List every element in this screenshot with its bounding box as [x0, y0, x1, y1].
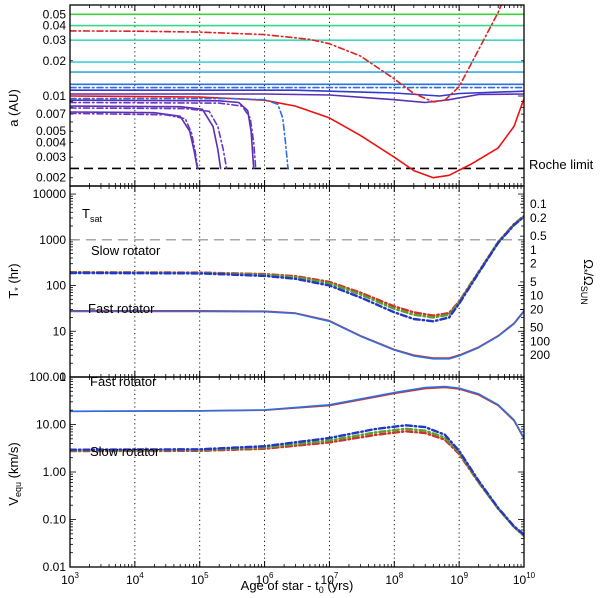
right-axis-tick-label: 20 [530, 302, 544, 316]
right-axis-tick-label: 0.1 [530, 197, 547, 211]
series-group [70, 385, 524, 538]
x-tick-label: 107 [321, 571, 339, 587]
y-tick-label: 10 [53, 324, 67, 338]
tsat-label: Tsat [82, 206, 102, 224]
panel-1: 0.050.040.03 0.02 0.01 0.007 0.0050.0040.003… [36, 4, 525, 187]
y-tick-label: 0.01 [43, 560, 67, 574]
panel3-slow-rotator-label: Slow rotator [90, 444, 160, 459]
x-tick-label: 108 [385, 571, 403, 587]
series-group [70, 5, 524, 179]
series-line [70, 5, 503, 103]
y-tick-label: 0.04 [43, 19, 67, 33]
series-line [70, 310, 524, 360]
y-tick-label: 0.10 [43, 513, 67, 527]
series-line [70, 111, 199, 170]
series-line [70, 386, 524, 440]
right-axis-tick-label: 0.5 [530, 229, 547, 243]
x-tick-label: 104 [126, 571, 144, 587]
right-axis-tick-label: 10 [530, 289, 544, 303]
panel2-right-ylabel: Ω*/ΩSUN [579, 259, 596, 305]
y-tick-label: 0.005 [36, 124, 66, 138]
right-axis-tick-label: 100 [530, 334, 550, 348]
x-axis-label: Age of star - t0 (yrs) [241, 578, 354, 595]
series-line [70, 101, 257, 170]
panel3-ylabel: Vequ (km/s) [6, 442, 23, 505]
panel-frame [69, 4, 525, 187]
panel-frame [69, 376, 525, 568]
series-line [70, 424, 524, 536]
right-axis-tick-label: 5 [530, 275, 537, 289]
series-line [70, 385, 524, 439]
y-tick-label: 100.00 [29, 370, 66, 384]
y-tick-label: 10000 [33, 187, 67, 201]
y-tick-label: 0.007 [36, 107, 66, 121]
panel2-fast-rotator-label: Fast rotator [88, 301, 155, 316]
panel3-fast-rotator-label: Fast rotator [90, 374, 157, 389]
y-tick-label: 0.004 [36, 136, 66, 150]
panel2-slow-rotator-label: Slow rotator [91, 243, 161, 258]
y-tick-label: 100 [46, 279, 66, 293]
series-line [70, 107, 228, 170]
x-tick-label: 105 [191, 571, 209, 587]
x-tick-labels: 103 104 105 106 107 108 109 1010 [61, 571, 536, 587]
right-axis-tick-label: 200 [530, 348, 550, 362]
series-line [70, 93, 524, 104]
y-tick-label: 0.002 [36, 171, 66, 185]
y-tick-label: 0.02 [43, 54, 67, 68]
panel2-ylabel: T* (hr) [6, 263, 23, 298]
y-tick-label: 0.05 [43, 7, 67, 21]
y-tick-label: 1 [59, 370, 66, 384]
y-tick-label: 1000 [39, 233, 66, 247]
roche-limit-label: Roche limit [529, 157, 594, 172]
panel-frame [69, 185, 525, 378]
y-tick-label: 0.03 [43, 33, 67, 47]
panel1-ylabel: a (AU) [6, 89, 21, 127]
series-line [70, 97, 289, 170]
y-tick-label: 0.003 [36, 150, 66, 164]
right-axis-tick-label: 50 [530, 321, 544, 335]
y-tick-label: 1.00 [43, 465, 67, 479]
series-line [70, 310, 524, 359]
series-line [70, 99, 255, 170]
series-group [70, 214, 524, 360]
panel-3: 100.00 10.00 1.00 0.10 0.01 [29, 370, 525, 574]
x-tick-label: 103 [61, 571, 79, 587]
right-axis-tick-label: 0.2 [530, 211, 547, 225]
right-axis-tick-label: 1 [530, 243, 537, 257]
y-tick-label: 10.00 [36, 418, 66, 432]
plot-area: 0.050.040.03 0.02 0.01 0.007 0.0050.0040.003… [29, 4, 550, 587]
series-line [70, 112, 199, 170]
y-tick-label: 0.01 [43, 89, 67, 103]
series-line [70, 105, 222, 170]
x-tick-label: 1010 [513, 571, 536, 587]
series-line [70, 215, 524, 323]
right-axis-tick-label: 2 [530, 257, 537, 271]
x-tick-label: 106 [256, 571, 274, 587]
x-tick-label: 109 [450, 571, 468, 587]
